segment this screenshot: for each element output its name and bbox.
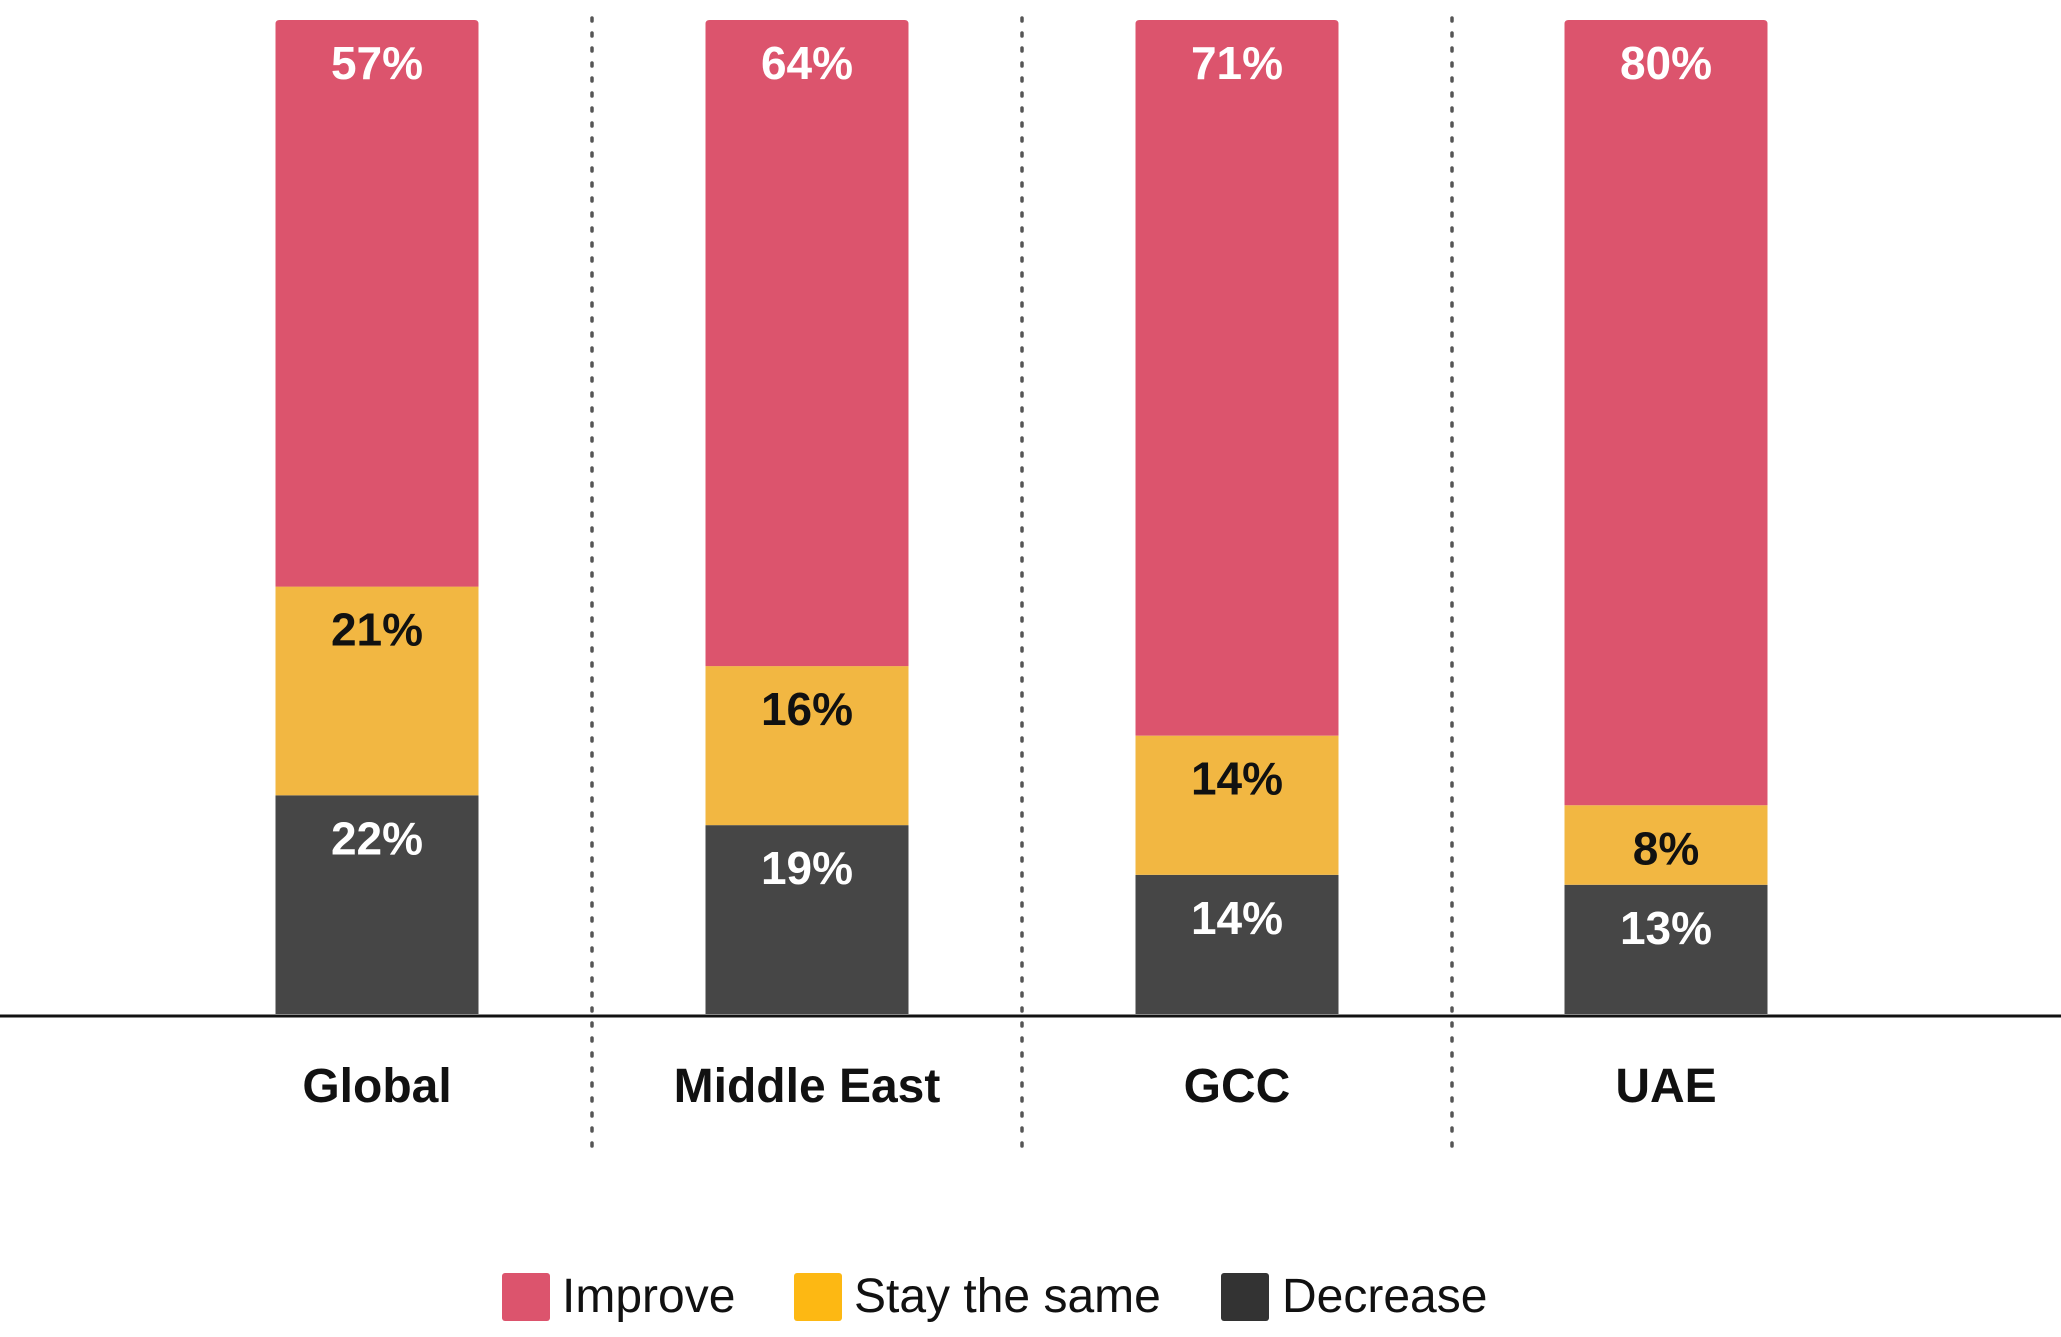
value-label-global-decrease: 22% <box>331 812 423 864</box>
category-label-gcc: GCC <box>1184 1060 1291 1113</box>
legend-label-stay-the-same: Stay the same <box>854 1270 1161 1323</box>
bar-segment-middle-east-improve <box>705 20 909 667</box>
category-separators <box>590 16 1454 1157</box>
value-label-global-stay-the-same: 21% <box>331 604 423 656</box>
value-label-uae-stay-the-same: 8% <box>1633 822 1699 874</box>
value-label-middle-east-improve: 64% <box>761 37 853 89</box>
legend-swatch-improve <box>502 1273 550 1321</box>
legend-swatch-decrease <box>1221 1273 1269 1321</box>
category-labels: Global Middle East GCC UAE <box>302 1060 1716 1113</box>
value-label-gcc-improve: 71% <box>1191 37 1283 89</box>
category-label-uae: UAE <box>1615 1060 1716 1113</box>
legend-swatch-stay-the-same <box>794 1273 842 1321</box>
bar-segment-middle-east-decrease <box>705 825 909 1014</box>
value-label-uae-decrease: 13% <box>1620 902 1712 954</box>
bar-segment-gcc-improve <box>1135 20 1339 736</box>
value-label-gcc-stay-the-same: 14% <box>1191 753 1283 805</box>
legend: Improve Stay the same Decrease <box>502 1270 1487 1323</box>
bar-segment-gcc-stay-the-same <box>1135 735 1339 875</box>
bar-segments <box>275 20 1768 1014</box>
value-label-gcc-decrease: 14% <box>1191 892 1283 944</box>
value-label-global-improve: 57% <box>331 37 423 89</box>
bar-segment-middle-east-stay-the-same <box>705 666 909 826</box>
category-label-middle-east: Middle East <box>674 1060 941 1113</box>
category-label-global: Global <box>302 1060 451 1113</box>
value-label-uae-improve: 80% <box>1620 37 1712 89</box>
value-label-middle-east-decrease: 19% <box>761 842 853 894</box>
legend-label-decrease: Decrease <box>1282 1270 1487 1323</box>
bar-segment-uae-decrease <box>1564 884 1768 1014</box>
value-labels: 22% 21% 57% 19% 16% 64% 14% 14% 71% 13% 8% 80% <box>331 37 1712 954</box>
bar-segment-global-stay-the-same <box>275 586 479 796</box>
bar-segment-uae-improve <box>1564 20 1768 806</box>
value-label-middle-east-stay-the-same: 16% <box>761 683 853 735</box>
bar-segment-uae-stay-the-same <box>1564 805 1768 885</box>
legend-label-improve: Improve <box>562 1270 735 1323</box>
bar-segment-global-decrease <box>275 795 479 1014</box>
bar-segment-global-improve <box>275 20 479 587</box>
bar-segment-gcc-decrease <box>1135 874 1339 1014</box>
